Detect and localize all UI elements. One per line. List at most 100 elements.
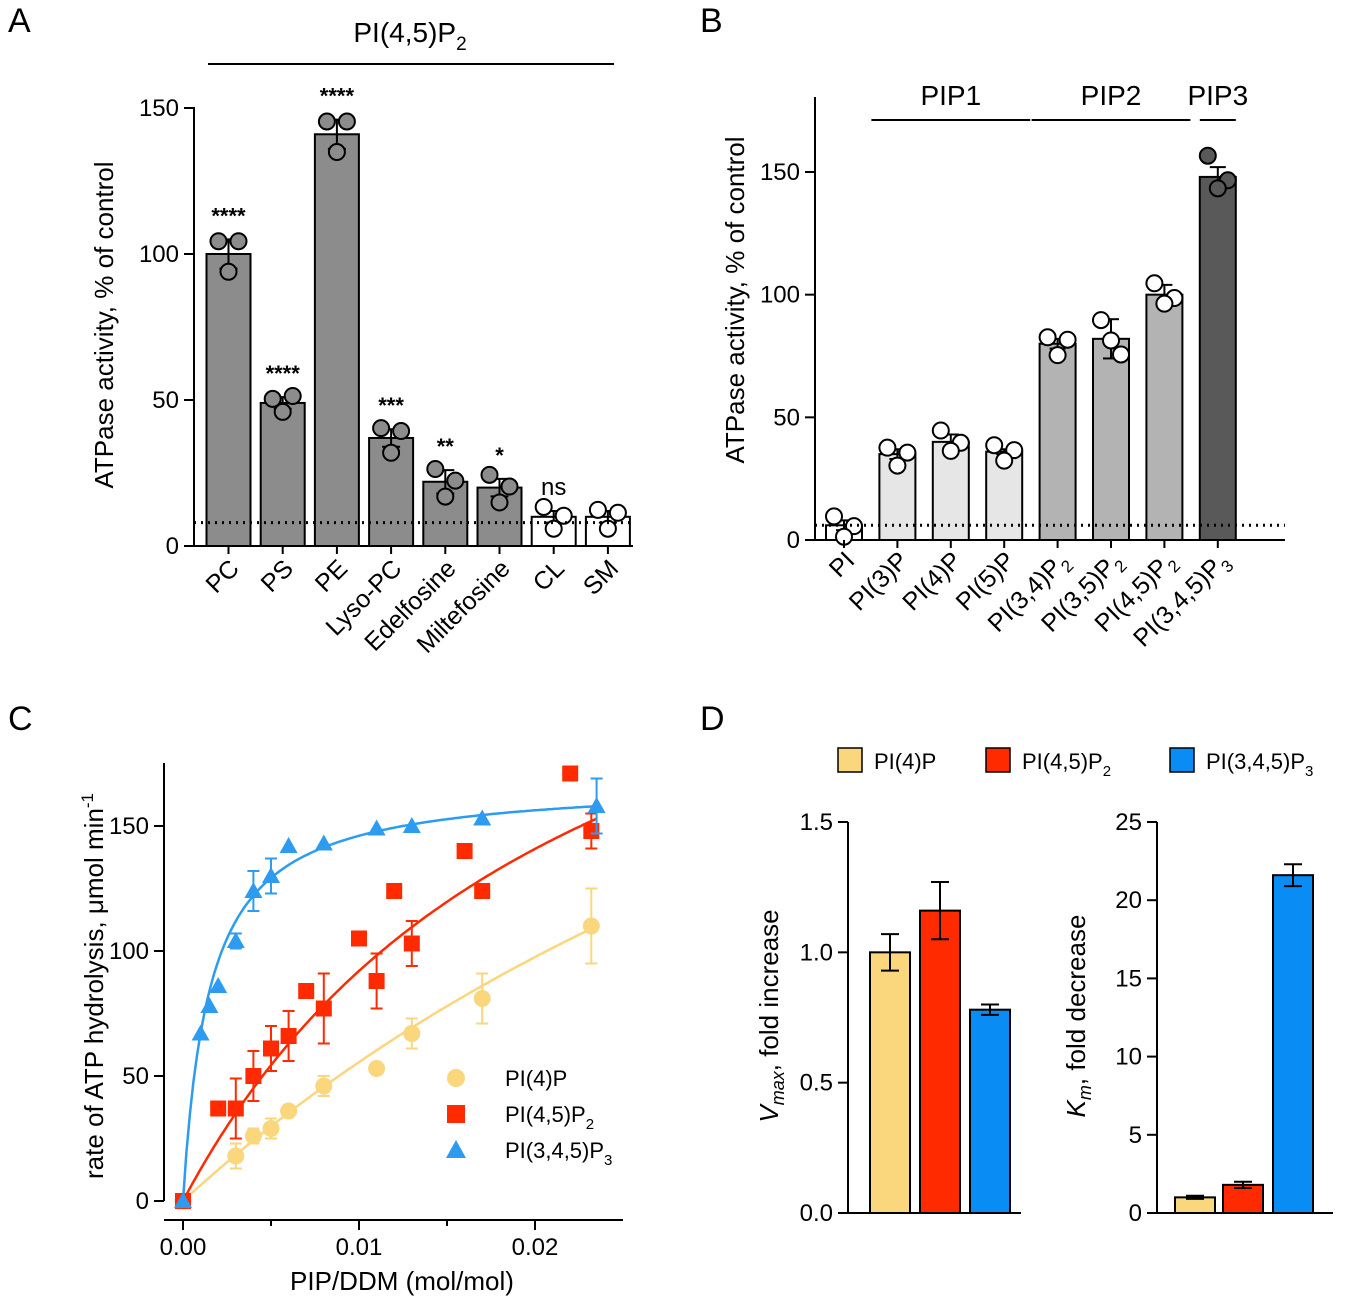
panel-c-x-tick-label-2: 0.02 — [512, 1234, 559, 1261]
panel-label-c: C — [8, 700, 33, 738]
panel-b-point-4-2 — [1048, 346, 1067, 365]
panel-d-0-y-tick-label-3: 1.5 — [800, 809, 833, 836]
panel-d-legend-label-0: PI(4)P — [874, 749, 936, 774]
panel-c-point-2-11 — [473, 809, 492, 826]
panel-b-point-4-0 — [1038, 328, 1057, 347]
panel-c-point-2-8 — [314, 834, 333, 851]
panel-b-y-tick-label-3: 150 — [760, 159, 800, 186]
panel-a-point-4-0 — [426, 460, 445, 478]
panel-c-legend-marker-0 — [447, 1069, 465, 1087]
panel-a: A PI(4,5)P2 ATPase activity, % of contro… — [8, 2, 633, 659]
panel-c-point-2-1 — [191, 1024, 210, 1041]
panel-d-1-bar-2 — [1272, 874, 1314, 1215]
panel-b-point-2-2 — [941, 441, 960, 460]
panel-c-y-tick-label-3: 150 — [109, 813, 149, 840]
panel-a-category-label-1: PS — [256, 554, 299, 597]
panel-c-point-1-11 — [403, 935, 420, 952]
panel-a-point-5-2 — [490, 493, 509, 512]
panel-b-y-tick-label-0: 0 — [787, 527, 800, 554]
panel-a-significance-0: **** — [211, 203, 246, 228]
panel-c-point-1-14 — [562, 765, 579, 782]
panel-c-point-1-12 — [456, 843, 473, 859]
panel-c-point-0-5 — [315, 1077, 333, 1095]
panel-c-point-0-6 — [368, 1060, 386, 1077]
panel-a-point-6-1 — [554, 506, 573, 525]
panel-b-point-4-1 — [1058, 330, 1077, 349]
panel-a-point-6-0 — [534, 497, 553, 516]
panel-b-point-5-1 — [1112, 345, 1130, 364]
panel-a-point-2-0 — [317, 112, 336, 131]
panel-a-point-7-0 — [588, 500, 607, 519]
panel-d-1-y-tick-label-2: 10 — [1115, 1044, 1142, 1071]
panel-a-point-2-2 — [327, 143, 346, 162]
panel-d-0-y-tick-label-2: 1.0 — [800, 939, 833, 966]
panel-a-point-1-0 — [263, 389, 282, 408]
panel-label-d: D — [700, 700, 725, 738]
panel-b-group-label-1: PIP2 — [1081, 80, 1142, 111]
panel-c-y-tick-label-2: 100 — [109, 938, 149, 965]
panel-d-left-y-axis-label: Vmax, fold increase — [754, 909, 788, 1122]
panel-c-point-2-2 — [200, 997, 219, 1013]
panel-a-category-label-0: PC — [200, 554, 244, 598]
panel-b-group-label-2: PIP3 — [1187, 80, 1248, 111]
panel-d-1-y-tick-label-3: 15 — [1115, 965, 1142, 992]
panel-c-point-2-12 — [587, 797, 606, 813]
panel-a-significance-1: **** — [266, 361, 301, 386]
panel-a-point-4-2 — [436, 487, 455, 506]
panel-c-point-1-1 — [210, 1100, 227, 1117]
panel-d-legend-swatch-0 — [837, 747, 863, 773]
panel-c-point-2-9 — [367, 819, 386, 836]
panel-a-point-3-1 — [392, 422, 411, 441]
panel-c-point-2-3 — [209, 977, 228, 993]
panel-d-0-y-tick-label-0: 0.0 — [800, 1200, 833, 1227]
panel-c-fit-line-1 — [181, 817, 598, 1202]
panel-c-point-1-8 — [351, 930, 367, 947]
panel-b-bar-7 — [1198, 175, 1237, 541]
panel-a-point-7-2 — [598, 519, 617, 538]
panel-b-y-axis-label: ATPase activity, % of control — [720, 136, 750, 463]
panel-d-legend-label-1: PI(4,5)P2 — [1022, 749, 1111, 780]
panel-b-point-5-2 — [1102, 331, 1120, 350]
panel-a-point-0-0 — [209, 232, 228, 251]
panel-label-b: B — [700, 2, 723, 40]
panel-b-category-label-0: PI — [824, 546, 861, 583]
panel-c-point-0-2 — [244, 1127, 262, 1145]
panel-a-y-tick-label-2: 100 — [139, 241, 179, 268]
panel-c-point-0-8 — [473, 990, 491, 1007]
panel-c-point-0-1 — [227, 1147, 245, 1165]
panel-a-y-tick-label-3: 150 — [139, 95, 179, 122]
panel-a-point-5-0 — [480, 465, 499, 484]
panel-c-x-tick-label-0: 0.00 — [160, 1234, 207, 1261]
panel-b: B ATPase activity, % of control 0 50 100 15… — [700, 2, 1285, 653]
panel-b-bar-6 — [1145, 293, 1184, 541]
panel-label-a: A — [8, 2, 31, 40]
panel-a-y-tick-label-1: 50 — [152, 387, 179, 414]
panel-a-point-1-1 — [283, 387, 302, 405]
panel-c-point-0-7 — [403, 1025, 421, 1042]
panel-d-1-y-tick-label-4: 20 — [1115, 887, 1142, 914]
panel-d-0-bar-1 — [919, 909, 961, 1214]
panel-c-point-1-13 — [474, 883, 491, 899]
panel-a-point-0-2 — [219, 262, 238, 281]
panel-c-point-0-9 — [582, 917, 600, 935]
panel-b-point-5-0 — [1092, 311, 1110, 330]
panel-b-y-tick-label-1: 50 — [773, 404, 800, 431]
panel-a-bar-2 — [313, 133, 360, 547]
panel-b-category-label-2: PI(4)P — [897, 546, 967, 616]
panel-b-point-7-2 — [1208, 179, 1227, 198]
panel-b-y-tick-label-2: 100 — [760, 282, 800, 309]
panel-c-point-1-2 — [227, 1100, 244, 1117]
panel-a-point-2-1 — [337, 112, 356, 131]
panel-b-bar-5 — [1092, 337, 1130, 541]
panel-c-y-tick-label-1: 50 — [122, 1063, 149, 1090]
panel-c-point-1-5 — [280, 1028, 297, 1044]
panel-d-0-y-tick-label-1: 0.5 — [800, 1070, 833, 1097]
panel-c-point-2-5 — [244, 882, 263, 898]
panel-d: D Vmax, fold increase Km, fold decrease … — [700, 700, 1333, 1227]
panel-c-legend-marker-2 — [446, 1140, 466, 1158]
panel-d-1-bar-1 — [1222, 1183, 1264, 1215]
panel-c-legend-label-1: PI(4,5)P2 — [505, 1102, 594, 1133]
panel-c-legend-marker-1 — [447, 1105, 465, 1123]
panel-b-group-label-0: PIP1 — [920, 80, 981, 111]
